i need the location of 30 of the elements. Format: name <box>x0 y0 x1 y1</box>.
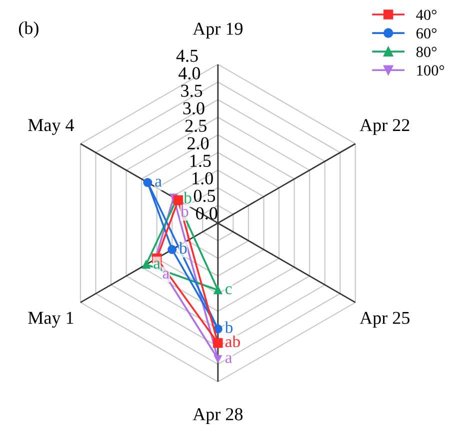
y-tick-label: 3.0 <box>183 102 204 114</box>
legend-label: 40° <box>416 10 436 20</box>
spoke-label: Apr 19 <box>192 22 243 39</box>
spoke-label: May 1 <box>28 312 74 328</box>
spoke-label: May 4 <box>28 119 74 135</box>
data-label: c <box>226 286 232 294</box>
data-label: b <box>184 192 192 204</box>
y-tick-label: 4.0 <box>178 67 200 80</box>
data-label: a <box>154 260 160 269</box>
y-tick-label: 2.0 <box>188 137 209 150</box>
data-label: b <box>224 321 233 334</box>
data-label: ab <box>225 335 240 348</box>
y-tick-label: 2.5 <box>185 120 206 132</box>
y-tick-label: 4.5 <box>176 50 198 62</box>
data-label: b <box>180 205 188 217</box>
legend-label: 80° <box>416 46 436 58</box>
spoke-label: Apr 25 <box>360 312 410 328</box>
data-label: b <box>179 242 187 254</box>
y-tick-label: 1.5 <box>190 154 211 167</box>
y-tick-label: 1.0 <box>192 172 213 184</box>
data-label: a <box>155 178 162 187</box>
spoke-label: Apr 28 <box>192 408 243 424</box>
data-label: a <box>225 355 232 364</box>
text: (b) <box>18 21 38 38</box>
legend-label: 60° <box>416 28 436 39</box>
legend-label: 100° <box>417 65 444 76</box>
y-tick-label: 3.5 <box>181 84 202 97</box>
y-tick-label: 0.5 <box>194 190 216 202</box>
spoke-label: Apr 22 <box>360 119 410 135</box>
data-label: a <box>162 270 170 279</box>
